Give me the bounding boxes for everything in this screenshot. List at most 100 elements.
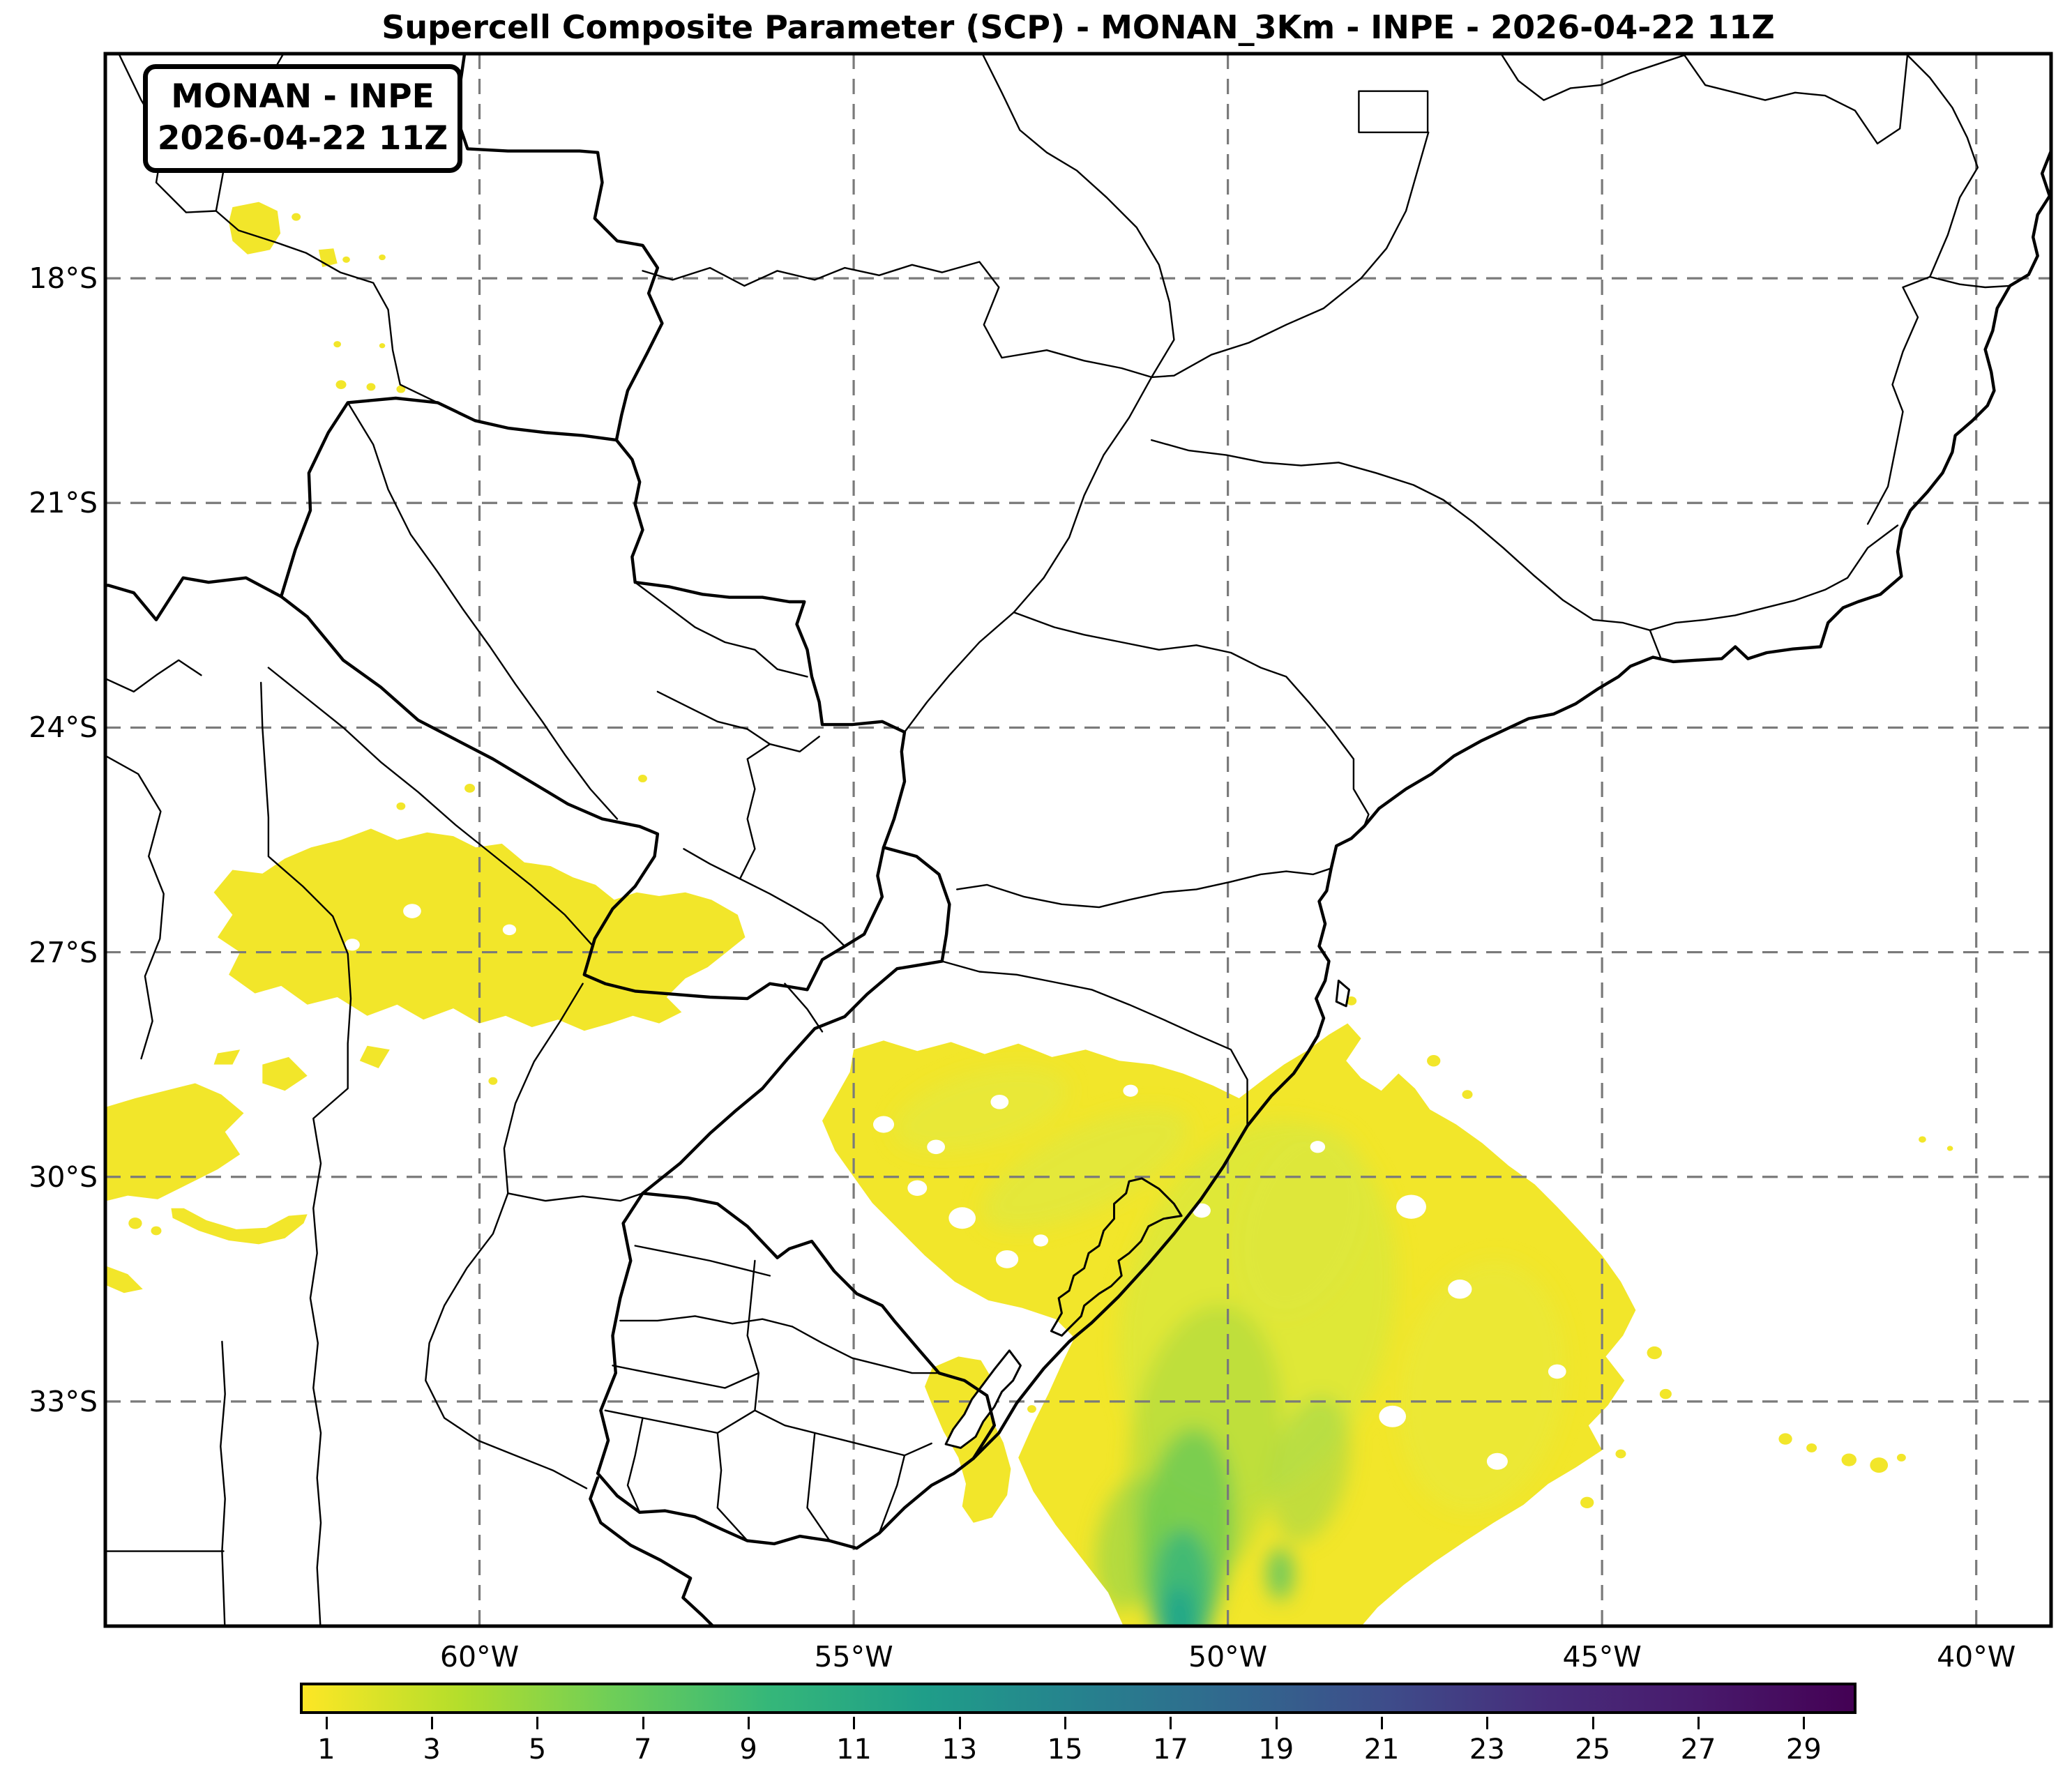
colorbar-tick-mark bbox=[958, 1717, 961, 1729]
state-border bbox=[739, 743, 771, 880]
country-border bbox=[596, 1192, 644, 1475]
scp-region-patch bbox=[105, 1083, 244, 1201]
scp-region-patch bbox=[359, 1045, 390, 1068]
scp-speck bbox=[1427, 1055, 1441, 1067]
scp-speck bbox=[1659, 1388, 1672, 1399]
scp-hole bbox=[1033, 1234, 1049, 1247]
colorbar-tick-mark bbox=[325, 1717, 328, 1729]
figure-title: Supercell Composite Parameter (SCP) - MO… bbox=[381, 8, 1775, 46]
state-border bbox=[425, 982, 588, 1489]
scp-speck bbox=[1946, 1146, 1953, 1151]
map-frame bbox=[103, 52, 2053, 1628]
gridlines bbox=[105, 54, 2051, 1626]
state-border bbox=[626, 1417, 644, 1513]
state-border bbox=[784, 982, 824, 1033]
colorbar-tick-mark bbox=[1275, 1717, 1278, 1729]
scp-speck bbox=[488, 1077, 498, 1085]
colorbar-tick-mark bbox=[1591, 1717, 1594, 1729]
state-border bbox=[1500, 54, 1686, 101]
scp-hole bbox=[1310, 1141, 1326, 1153]
colorbar-tick-label: 21 bbox=[1363, 1733, 1400, 1766]
ilha-santa-catarina bbox=[1335, 979, 1350, 1008]
scp-speck bbox=[1778, 1433, 1792, 1445]
state-border bbox=[612, 1365, 759, 1389]
state-border bbox=[656, 690, 820, 752]
lat-tick-label: 30°S bbox=[29, 1160, 98, 1194]
state-border bbox=[347, 402, 619, 820]
scp-region bbox=[213, 828, 746, 1031]
scp-speck bbox=[464, 784, 476, 793]
annotation-box: MONAN - INPE 2026-04-22 11Z bbox=[143, 64, 462, 174]
colorbar-tick-label: 15 bbox=[1047, 1733, 1083, 1766]
state-border bbox=[716, 1432, 748, 1542]
colorbar-tick-label: 29 bbox=[1785, 1733, 1822, 1766]
state-border bbox=[1684, 54, 1909, 145]
scp-hole bbox=[1486, 1452, 1508, 1470]
colorbar-tick-label: 11 bbox=[835, 1733, 872, 1766]
coastline bbox=[596, 149, 2051, 1550]
scp-speck bbox=[292, 213, 301, 221]
map-area bbox=[105, 54, 2051, 1626]
state-border bbox=[215, 210, 439, 404]
colorbar-tick-label: 19 bbox=[1258, 1733, 1294, 1766]
colorbar-tick-mark bbox=[431, 1717, 434, 1729]
scp-hole bbox=[502, 924, 517, 936]
scp-green-cell bbox=[1398, 1260, 1566, 1513]
state-border bbox=[746, 1259, 759, 1411]
scp-speck bbox=[638, 774, 647, 782]
scp-hole bbox=[907, 1180, 928, 1196]
colorbar-tick-label: 23 bbox=[1469, 1733, 1505, 1766]
state-border bbox=[1358, 90, 1429, 133]
scp-speck bbox=[1647, 1346, 1662, 1360]
annotation-model-line: MONAN - INPE bbox=[171, 77, 434, 116]
colorbar-tick-mark bbox=[1697, 1717, 1700, 1729]
state-border bbox=[1013, 611, 1370, 828]
colorbar-tick-mark bbox=[642, 1717, 644, 1729]
state-border bbox=[260, 681, 352, 1626]
scp-hole bbox=[345, 939, 360, 951]
colorbar-tick-label: 3 bbox=[423, 1733, 441, 1766]
scp-green-cell bbox=[1270, 1395, 1350, 1543]
colorbar-tick-label: 25 bbox=[1575, 1733, 1611, 1766]
colorbar-tick-label: 5 bbox=[528, 1733, 547, 1766]
scp-speck bbox=[1580, 1496, 1594, 1509]
scp-speck bbox=[1870, 1457, 1889, 1473]
scp-green-cell bbox=[893, 1066, 1068, 1153]
colorbar-tick-mark bbox=[1803, 1717, 1806, 1729]
scp-speck bbox=[128, 1217, 142, 1229]
state-border bbox=[806, 1432, 831, 1542]
state-border bbox=[507, 1192, 644, 1202]
scp-speck bbox=[1841, 1453, 1857, 1466]
scp-speck bbox=[333, 341, 342, 348]
country-border bbox=[280, 595, 886, 1001]
scp-speck bbox=[151, 1226, 162, 1236]
scp-holes bbox=[345, 904, 1566, 1470]
scp-hole bbox=[403, 904, 421, 918]
colorbar-tick-label: 27 bbox=[1680, 1733, 1716, 1766]
country-border bbox=[455, 54, 664, 442]
scp-speck bbox=[1806, 1443, 1817, 1452]
state-borders bbox=[105, 54, 2011, 1626]
state-border bbox=[791, 1326, 940, 1374]
state-border bbox=[105, 659, 202, 693]
lagoa-dos-patos bbox=[1050, 1177, 1183, 1337]
scp-speck bbox=[366, 383, 376, 391]
colorbar bbox=[300, 1683, 1857, 1714]
lat-tick-label: 18°S bbox=[29, 261, 98, 296]
state-border bbox=[1151, 131, 1430, 379]
state-border bbox=[604, 1409, 756, 1434]
scp-green-cell bbox=[1163, 1584, 1196, 1626]
colorbar-tick-mark bbox=[1170, 1717, 1172, 1729]
lat-tick-label: 21°S bbox=[29, 486, 98, 520]
scp-hole bbox=[990, 1095, 1009, 1109]
lat-tick-label: 33°S bbox=[29, 1384, 98, 1418]
state-border bbox=[105, 754, 165, 1060]
lat-tick-label: 27°S bbox=[29, 935, 98, 969]
scp-speck bbox=[1027, 1405, 1036, 1413]
scp-speck bbox=[379, 254, 386, 261]
lon-tick-label: 55°W bbox=[814, 1640, 893, 1674]
state-border bbox=[1649, 629, 1662, 658]
state-border bbox=[878, 1455, 906, 1534]
